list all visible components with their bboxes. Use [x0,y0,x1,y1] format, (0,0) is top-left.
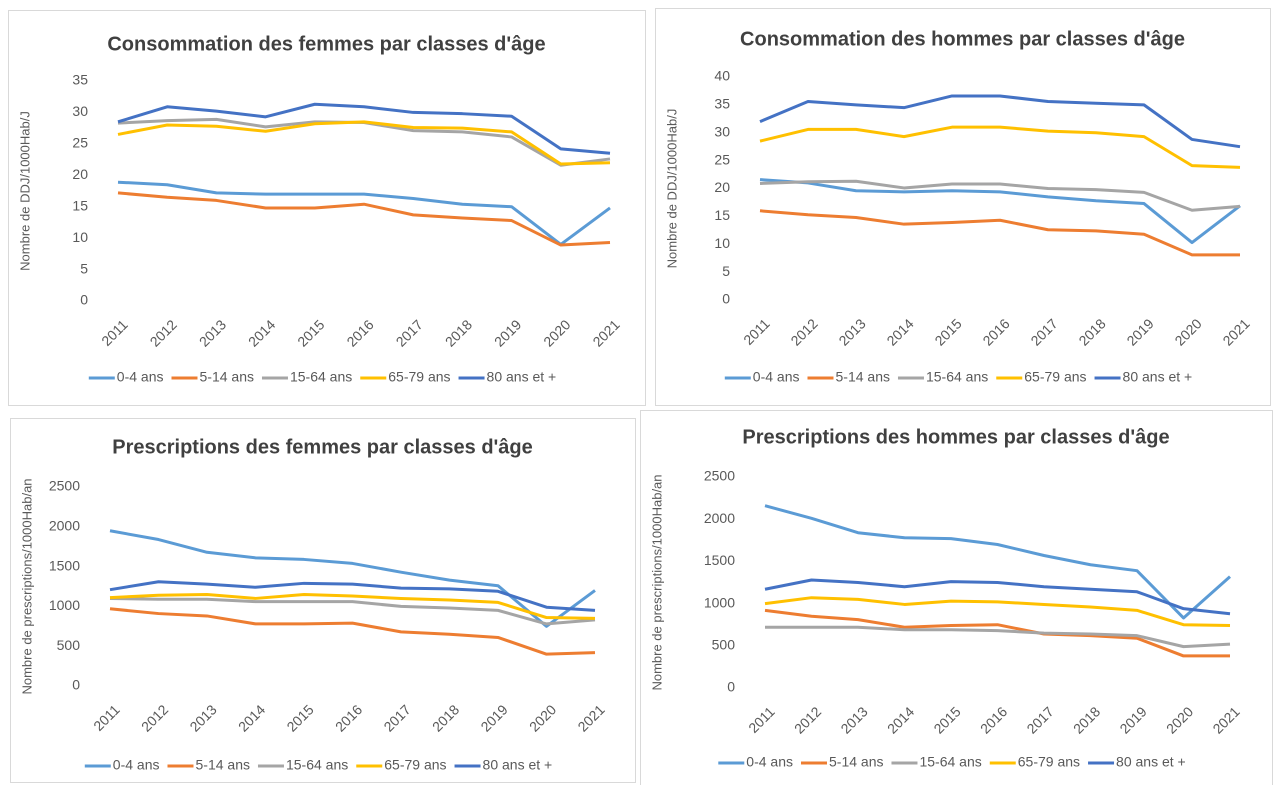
y-tick-label: 15 [72,197,88,213]
legend-label: 0-4 ans [113,757,160,773]
series-line [109,529,596,628]
chart-panel: Prescriptions des femmes par classes d'â… [10,418,636,783]
series-line [759,209,1240,257]
series-line [117,191,611,247]
series-line [109,580,596,612]
panel-border [655,8,1271,406]
legend-label: 65-79 ans [1018,754,1080,770]
y-tick-label: 0 [80,292,88,308]
legend-label: 80 ans et + [1123,369,1193,385]
series-line [764,578,1231,616]
chart-panel: Consommation des femmes par classes d'âg… [8,10,646,406]
legend-label: 65-79 ans [1024,369,1086,385]
series-line [109,592,596,620]
y-tick-label: 20 [714,179,730,195]
chart-title: Prescriptions des hommes par classes d'â… [742,426,1169,448]
legend: 0-4 ans 5-14 ans 15-64 ans 65-79 ans 80 ans … [718,754,1186,770]
series-line [109,596,596,626]
y-tick-label: 0 [727,679,735,695]
y-tick-label: 5 [722,263,730,279]
legend: 0-4 ans 5-14 ans 15-64 ans 65-79 ans 80 ans … [84,757,553,773]
y-tick-label: 40 [714,68,730,84]
y-tick-label: 5 [80,260,88,276]
y-tick-label: 35 [714,96,730,112]
series-line [764,504,1231,620]
y-tick-label: 25 [714,151,730,167]
series-line [759,179,1241,212]
legend-label: 15-64 ans [926,369,988,385]
chart-title: Consommation des femmes par classes d'âg… [107,33,545,55]
chart-panel: Consommation des hommes par classes d'âg… [655,8,1271,406]
y-tick-label: 1500 [49,557,80,573]
legend-label: 5-14 ans [835,369,889,385]
legend-label: 15-64 ans [286,757,348,773]
y-tick-label: 500 [57,637,81,653]
legend-label: 15-64 ans [290,369,352,385]
y-axis-title: Nombre de prescriptions/1000Hab/an [649,474,664,690]
y-tick-label: 2000 [49,518,80,534]
legend-label: 65-79 ans [384,757,446,773]
chart-title: Consommation des hommes par classes d'âg… [740,28,1185,50]
series-line [117,180,611,246]
series-line [765,625,1231,649]
y-tick-label: 2000 [704,510,735,526]
legend: 0-4 ans 5-14 ans 15-64 ans 65-79 ans 80 ans … [88,369,557,385]
chart-panel: Prescriptions des hommes par classes d'â… [640,410,1273,785]
legend-label: 0-4 ans [753,369,800,385]
series-line [117,102,611,155]
legend-label: 0-4 ans [117,369,164,385]
chart-title: Prescriptions des femmes par classes d'â… [112,436,533,458]
legend-label: 0-4 ans [746,754,793,770]
y-axis-title: Nombre de DDJ/1000Hab/J [17,111,32,271]
y-tick-label: 30 [72,103,88,119]
series-line [759,178,1241,245]
y-axis-title: Nombre de DDJ/1000Hab/J [664,109,679,269]
legend-label: 80 ans et + [1116,754,1186,770]
series-line [764,596,1231,628]
y-tick-label: 35 [72,72,88,88]
series-line [109,607,596,656]
y-tick-label: 30 [714,123,730,139]
legend: 0-4 ans 5-14 ans 15-64 ans 65-79 ans 80 ans … [724,369,1193,385]
y-tick-label: 1000 [704,594,735,610]
legend-label: 80 ans et + [487,369,557,385]
y-tick-label: 0 [722,291,730,307]
panel-border [640,410,1273,785]
y-tick-label: 10 [714,235,730,251]
series-line [759,94,1241,149]
legend-label: 5-14 ans [829,754,883,770]
y-tick-label: 15 [714,207,730,223]
y-tick-label: 0 [72,677,80,693]
series-line [764,608,1230,658]
legend-label: 15-64 ans [919,754,981,770]
y-tick-label: 2500 [49,478,80,494]
y-tick-label: 20 [72,166,88,182]
y-tick-label: 1500 [704,552,735,568]
y-tick-label: 500 [712,637,736,653]
y-tick-label: 25 [72,135,88,151]
y-tick-label: 2500 [704,468,735,484]
y-tick-label: 1000 [49,597,80,613]
series-line [759,125,1241,169]
y-tick-label: 10 [72,229,88,245]
legend-label: 80 ans et + [483,757,553,773]
legend-label: 5-14 ans [195,757,249,773]
legend-label: 5-14 ans [199,369,253,385]
y-axis-title: Nombre de prescriptions/1000Hab/an [19,478,34,694]
series-line [117,120,611,166]
legend-label: 65-79 ans [388,369,450,385]
